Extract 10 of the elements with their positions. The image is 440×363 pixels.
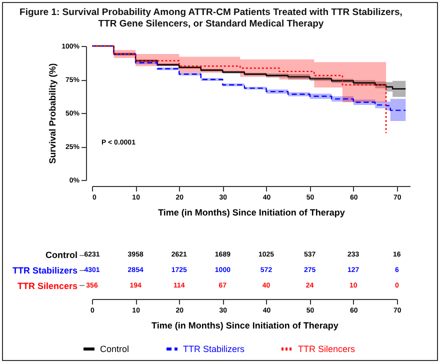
legend-label: TTR Silencers [298,344,356,354]
y-tick-label: TTR Stabilizers [12,266,78,276]
chart-title: Figure 1: Survival Probability Among ATTR-CM Patients Treated with TTR Stabilizers, TTR Gene Silencers, or Standard Medical Therapy [20,7,402,30]
y-axis-title: Survival Probability (%) [48,63,58,164]
y-tick-label: Control [46,250,78,260]
legend-label: TTR Stabilizers [183,344,246,354]
legend-label: Control [100,344,130,354]
x-axis-title: Time (in Months) Since Initiation of Therapy [158,208,345,218]
y-tick-label: TTR Silencers [17,280,78,291]
x-axis-title: Time (in Months) Since Initiation of Therapy [152,320,338,330]
